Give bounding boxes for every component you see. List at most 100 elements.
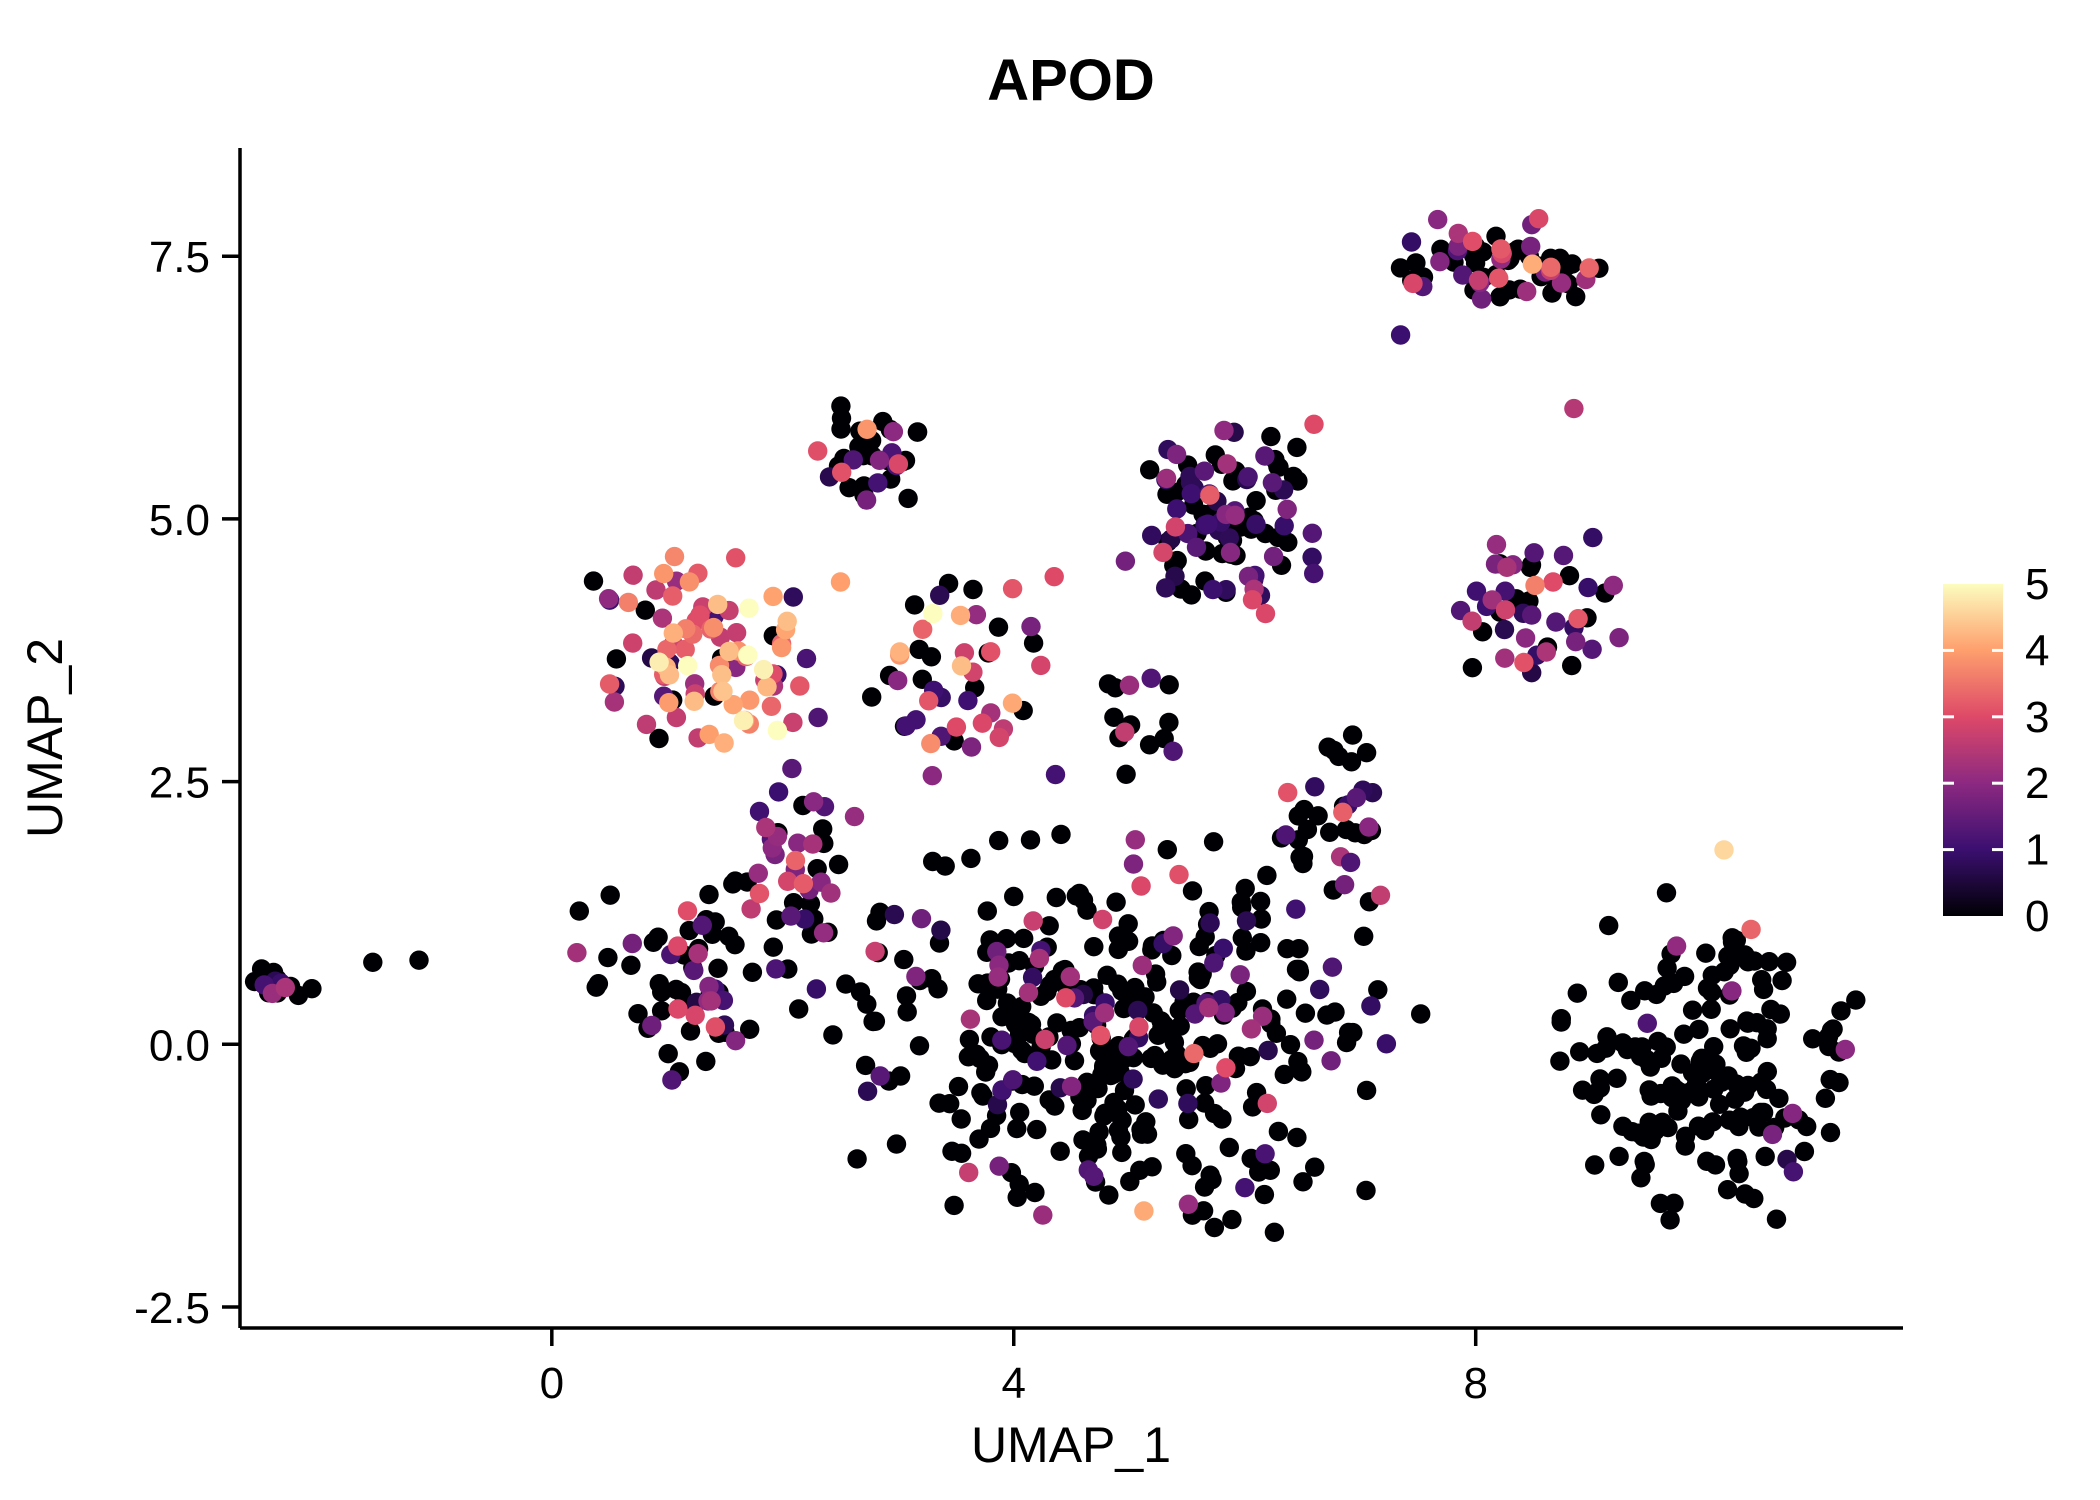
scatter-point bbox=[1660, 1210, 1680, 1230]
scatter-point bbox=[1293, 1172, 1313, 1192]
scatter-point bbox=[1325, 1002, 1345, 1022]
scatter-point bbox=[1671, 1054, 1691, 1074]
axes: 0 4 8 -2.5 0.0 2.5 5.0 7.5 bbox=[134, 148, 1903, 1408]
scatter-point bbox=[738, 645, 758, 665]
scatter-point bbox=[1755, 1146, 1775, 1167]
scatter-point bbox=[813, 819, 833, 839]
scatter-point bbox=[1129, 1017, 1149, 1037]
scatter-point bbox=[1741, 1038, 1761, 1059]
scatter-point bbox=[1219, 1137, 1240, 1158]
scatter-point bbox=[768, 782, 789, 802]
scatter-point bbox=[649, 728, 669, 749]
scatter-point bbox=[664, 546, 685, 567]
scatter-point bbox=[1027, 1119, 1047, 1140]
scatter-point bbox=[1664, 1193, 1684, 1214]
scatter-point bbox=[783, 712, 803, 733]
scatter-point bbox=[1039, 916, 1059, 936]
scatter-point bbox=[1310, 979, 1330, 1000]
scatter-point bbox=[1546, 612, 1566, 632]
scatter-point bbox=[931, 920, 951, 940]
y-tick-label: 0.0 bbox=[149, 1021, 210, 1070]
scatter-point bbox=[1134, 1201, 1154, 1221]
scatter-point bbox=[739, 598, 759, 618]
scatter-point bbox=[1368, 980, 1388, 1000]
scatter-point bbox=[1287, 1127, 1307, 1148]
scatter-point bbox=[1156, 468, 1177, 489]
y-tick-label: -2.5 bbox=[134, 1284, 210, 1333]
scatter-point bbox=[981, 642, 1001, 662]
scatter-point bbox=[1211, 1073, 1231, 1093]
scatter-point bbox=[1222, 1209, 1242, 1230]
scatter-point bbox=[1153, 542, 1173, 563]
scatter-point bbox=[1104, 707, 1124, 727]
scatter-point bbox=[1250, 891, 1271, 912]
scatter-point bbox=[748, 863, 768, 883]
scatter-point bbox=[1304, 1030, 1324, 1050]
scatter-point bbox=[977, 990, 997, 1011]
scatter-point bbox=[1835, 1039, 1856, 1060]
scatter-point bbox=[1305, 777, 1325, 797]
scatter-point bbox=[1522, 254, 1543, 274]
scatter-point bbox=[1376, 1034, 1397, 1054]
scatter-point bbox=[831, 408, 852, 428]
scatter-point bbox=[1219, 528, 1240, 548]
scatter-point bbox=[1047, 1013, 1067, 1033]
scatter-point bbox=[970, 1048, 990, 1069]
scatter-point bbox=[1112, 1142, 1132, 1163]
scatter-point bbox=[1072, 1100, 1092, 1121]
scatter-point bbox=[668, 936, 688, 956]
scatter-point bbox=[1725, 1089, 1745, 1109]
scatter-point bbox=[1018, 982, 1039, 1003]
scatter-point bbox=[951, 1109, 971, 1129]
scatter-point bbox=[652, 608, 673, 628]
scatter-point bbox=[1061, 1076, 1082, 1097]
scatter-point bbox=[1050, 1141, 1070, 1162]
scatter-point bbox=[1057, 1035, 1077, 1056]
x-axis-label: UMAP_1 bbox=[971, 1417, 1171, 1473]
scatter-point bbox=[1287, 437, 1307, 458]
scatter-point bbox=[723, 874, 743, 894]
scatter-point bbox=[1489, 268, 1509, 288]
scatter-point bbox=[1302, 523, 1323, 543]
scatter-point bbox=[904, 595, 925, 615]
scatter-point bbox=[1268, 1121, 1289, 1142]
scatter-point bbox=[1128, 1000, 1148, 1021]
scatter-point bbox=[907, 422, 928, 442]
scatter-point bbox=[806, 979, 827, 999]
scatter-point bbox=[862, 687, 882, 707]
scatter-point bbox=[1007, 1118, 1027, 1139]
scatter-point bbox=[1304, 563, 1324, 584]
scatter-point bbox=[961, 737, 982, 757]
scatter-point bbox=[1252, 1006, 1273, 1026]
scatter-point bbox=[708, 594, 728, 615]
scatter-point bbox=[1529, 209, 1549, 229]
scatter-point bbox=[1551, 1009, 1572, 1029]
scatter-point bbox=[1629, 1123, 1649, 1143]
scatter-point bbox=[1585, 1155, 1605, 1175]
scatter-point bbox=[1782, 1103, 1803, 1124]
scatter-point bbox=[1255, 1144, 1275, 1164]
scatter-point bbox=[690, 605, 710, 625]
scatter-point bbox=[1551, 273, 1572, 293]
scatter-point bbox=[923, 603, 943, 624]
scatter-point bbox=[1666, 936, 1687, 956]
scatter-point bbox=[1027, 1051, 1047, 1072]
scatter-point bbox=[1217, 454, 1237, 474]
scatter-point bbox=[1550, 1051, 1570, 1071]
scatter-point bbox=[884, 904, 905, 925]
scatter-point bbox=[785, 850, 806, 871]
scatter-point bbox=[712, 665, 732, 685]
scatter-point bbox=[1829, 1072, 1849, 1093]
scatter-point bbox=[623, 633, 643, 653]
scatter-point bbox=[823, 1025, 843, 1045]
x-tick-label: 8 bbox=[1463, 1359, 1487, 1408]
scatter-point bbox=[1002, 693, 1023, 713]
scatter-point bbox=[1482, 590, 1502, 610]
scatter-point bbox=[1169, 980, 1190, 1000]
scatter-point bbox=[1453, 265, 1473, 285]
scatter-point bbox=[1246, 514, 1266, 534]
scatter-point bbox=[790, 676, 810, 696]
scatter-point bbox=[1216, 1058, 1236, 1078]
scatter-point bbox=[886, 1134, 907, 1154]
scatter-point bbox=[663, 586, 683, 606]
